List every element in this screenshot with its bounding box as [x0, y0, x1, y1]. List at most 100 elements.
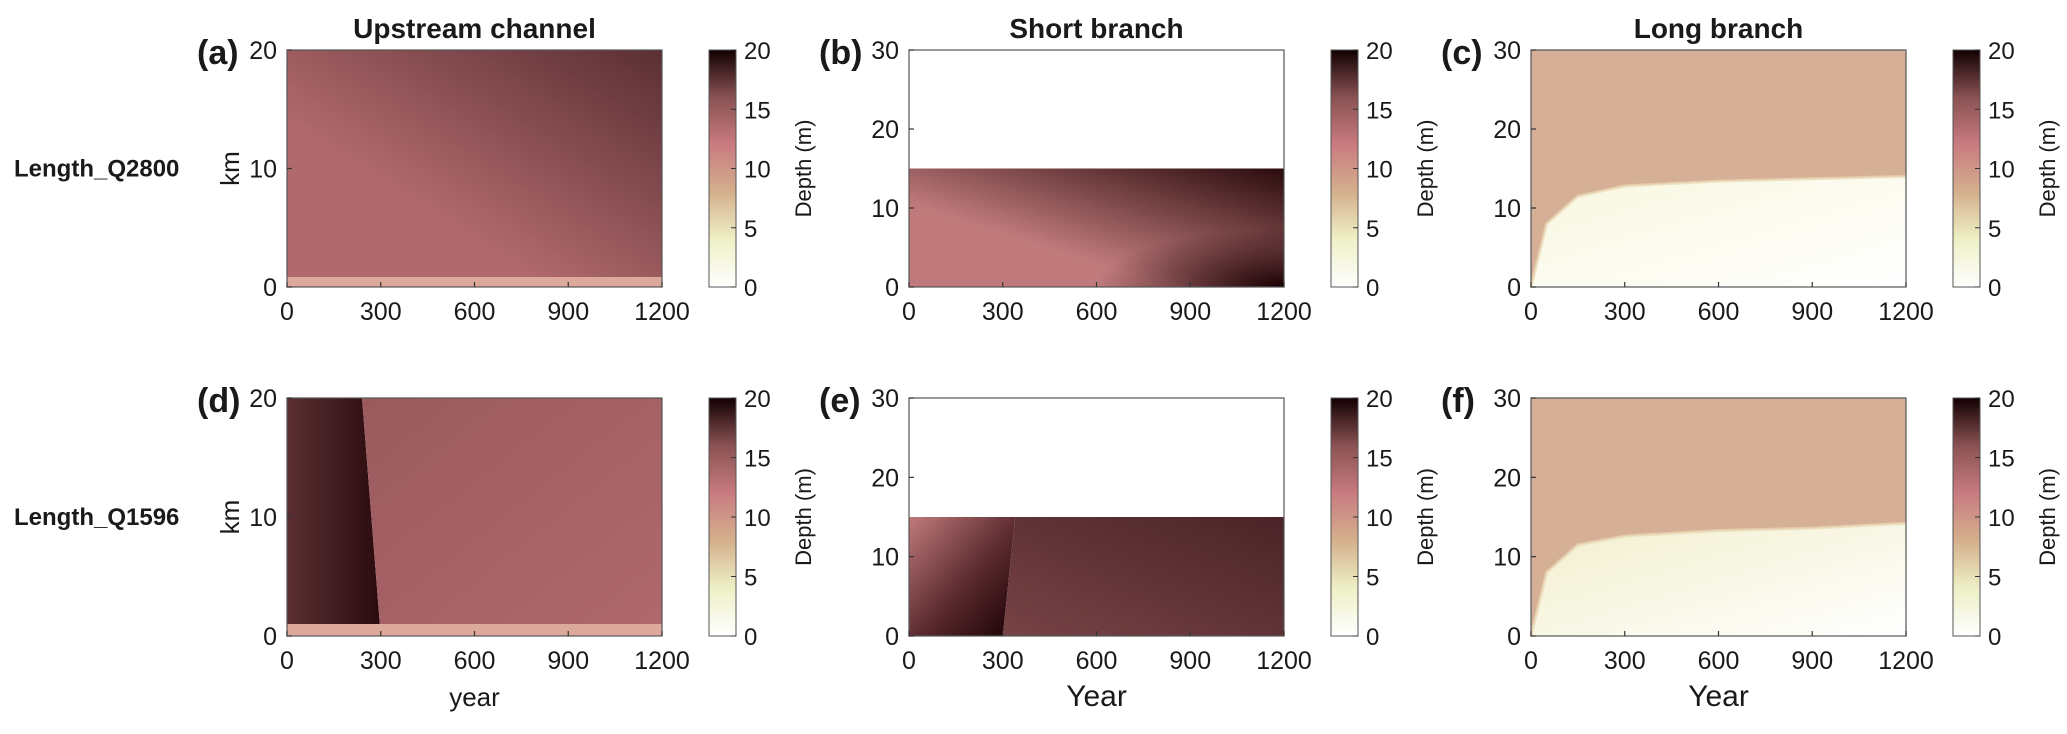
- x-axis-label: year: [449, 682, 500, 712]
- depth-field-shallow: [1531, 176, 1906, 287]
- depth-field: [287, 50, 662, 287]
- colorbar-label: Depth (m): [2035, 468, 2060, 566]
- panel-label: (b): [819, 34, 862, 72]
- y-tick-label: 0: [885, 274, 899, 302]
- x-tick-label: 300: [360, 647, 402, 675]
- x-tick-label: 900: [1169, 647, 1211, 675]
- x-axis-label: Year: [1688, 680, 1749, 713]
- x-tick-label: 600: [1076, 647, 1118, 675]
- depth-field-early: [287, 398, 381, 636]
- colorbar-tick-label: 15: [1366, 446, 1393, 473]
- colorbar-tick-label: 20: [744, 38, 771, 65]
- y-tick-label: 0: [1507, 623, 1521, 651]
- colorbar-tick-label: 5: [744, 565, 757, 592]
- x-tick-label: 600: [1698, 647, 1740, 675]
- panel-label: (a): [197, 34, 239, 72]
- panel-label: (c): [1441, 34, 1483, 72]
- x-axis-label: Year: [1066, 680, 1127, 713]
- y-tick-label: 30: [1493, 37, 1521, 65]
- colorbar-tick-label: 0: [744, 275, 757, 302]
- y-tick-label: 10: [1493, 195, 1521, 223]
- panel-b: 0 300 600 900 1200 0 10 20 30 (b) 0 5 10 15 20 Depth (m…: [819, 34, 1438, 326]
- x-tick-label: 1200: [634, 298, 690, 326]
- colorbar-tick-label: 0: [744, 624, 757, 651]
- colorbar-tick-label: 20: [1366, 386, 1393, 413]
- colorbar-tick-label: 5: [1366, 216, 1379, 243]
- colorbar-label: Depth (m): [1413, 120, 1438, 218]
- colorbar-tick-label: 10: [1366, 157, 1393, 184]
- x-tick-label: 0: [1524, 647, 1538, 675]
- panel-label: (e): [819, 382, 861, 420]
- colorbar-tick-label: 20: [1988, 38, 2015, 65]
- panel-c: 0 300 600 900 1200 0 10 20 30 (c) 0 5 10 15 20 Depth (m…: [1441, 34, 2060, 326]
- x-tick-label: 1200: [634, 647, 690, 675]
- x-tick-label: 300: [982, 647, 1024, 675]
- panel-a: 0 300 600 900 1200 0 10 20 (a) km 0 5 10 15 20 Depth (m…: [197, 34, 816, 326]
- depth-field-late: [362, 398, 662, 636]
- x-tick-label: 1200: [1256, 647, 1312, 675]
- y-tick-label: 10: [871, 195, 899, 223]
- depth-boundary: [1529, 174, 1907, 288]
- row-label: Length_Q2800: [14, 156, 179, 183]
- y-tick-label: 10: [1493, 544, 1521, 572]
- colorbar-tick-label: 5: [1988, 216, 2001, 243]
- y-axis-label: km: [215, 500, 245, 535]
- colorbar-tick-label: 0: [1988, 624, 2001, 651]
- x-tick-label: 0: [280, 298, 294, 326]
- panel-e: 0 300 600 900 1200 0 10 20 30 (e) Year 0 5 10 15 20 Dept…: [819, 382, 1438, 713]
- column-title: Long branch: [1634, 13, 1804, 44]
- y-tick-label: 10: [249, 156, 277, 184]
- panel-label: (f): [1441, 382, 1475, 420]
- y-tick-label: 0: [885, 623, 899, 651]
- colorbar-tick-label: 0: [1988, 275, 2001, 302]
- colorbar-tick-label: 0: [1366, 624, 1379, 651]
- depth-field-deep: [909, 168, 1284, 287]
- colorbar-tick-label: 15: [1988, 446, 2015, 473]
- colorbar-tick-label: 15: [1366, 97, 1393, 124]
- panel-f: 0 300 600 900 1200 0 10 20 30 (f) Year 0 5 10 15 20 Dept…: [1441, 382, 2060, 713]
- colorbar-tick-label: 10: [1988, 505, 2015, 532]
- depth-boundary: [1529, 521, 1907, 637]
- y-tick-label: 30: [871, 37, 899, 65]
- x-tick-label: 1200: [1256, 298, 1312, 326]
- x-tick-label: 1200: [1878, 647, 1934, 675]
- y-tick-label: 20: [871, 464, 899, 492]
- colorbar-tick-label: 10: [744, 505, 771, 532]
- x-tick-label: 600: [1698, 298, 1740, 326]
- colorbar-tick-label: 0: [1366, 275, 1379, 302]
- x-tick-label: 300: [1604, 298, 1646, 326]
- x-tick-label: 300: [982, 298, 1024, 326]
- colorbar-tick-label: 20: [744, 386, 771, 413]
- x-tick-label: 0: [1524, 298, 1538, 326]
- depth-field-shallow: [1531, 523, 1906, 636]
- y-tick-label: 10: [871, 544, 899, 572]
- colorbar-tick-label: 15: [744, 97, 771, 124]
- y-tick-label: 30: [871, 385, 899, 413]
- colorbar-tick-label: 15: [1988, 97, 2015, 124]
- x-tick-label: 0: [280, 647, 294, 675]
- x-tick-label: 0: [902, 298, 916, 326]
- colorbar-tick-label: 5: [1366, 565, 1379, 592]
- y-axis-label: km: [215, 151, 245, 186]
- colorbar-tick-label: 20: [1988, 386, 2015, 413]
- x-tick-label: 600: [454, 298, 496, 326]
- x-tick-label: 900: [1791, 647, 1833, 675]
- y-tick-label: 20: [249, 37, 277, 65]
- colorbar-label: Depth (m): [791, 120, 816, 218]
- x-tick-label: 900: [1791, 298, 1833, 326]
- colorbar-tick-label: 10: [1988, 157, 2015, 184]
- column-title: Upstream channel: [353, 13, 596, 44]
- panel-d: 0 300 600 900 1200 0 10 20 (d) km year 0 5 10 15 20 Dept…: [197, 382, 816, 712]
- y-tick-label: 0: [263, 274, 277, 302]
- column-title: Short branch: [1009, 13, 1183, 44]
- depth-field-late: [1002, 517, 1284, 636]
- row-label: Length_Q1596: [14, 504, 179, 531]
- y-tick-label: 20: [1493, 464, 1521, 492]
- y-tick-label: 0: [1507, 274, 1521, 302]
- x-tick-label: 300: [1604, 647, 1646, 675]
- x-tick-label: 300: [360, 298, 402, 326]
- y-tick-label: 0: [263, 623, 277, 651]
- colorbar-label: Depth (m): [1413, 468, 1438, 566]
- x-tick-label: 900: [1169, 298, 1211, 326]
